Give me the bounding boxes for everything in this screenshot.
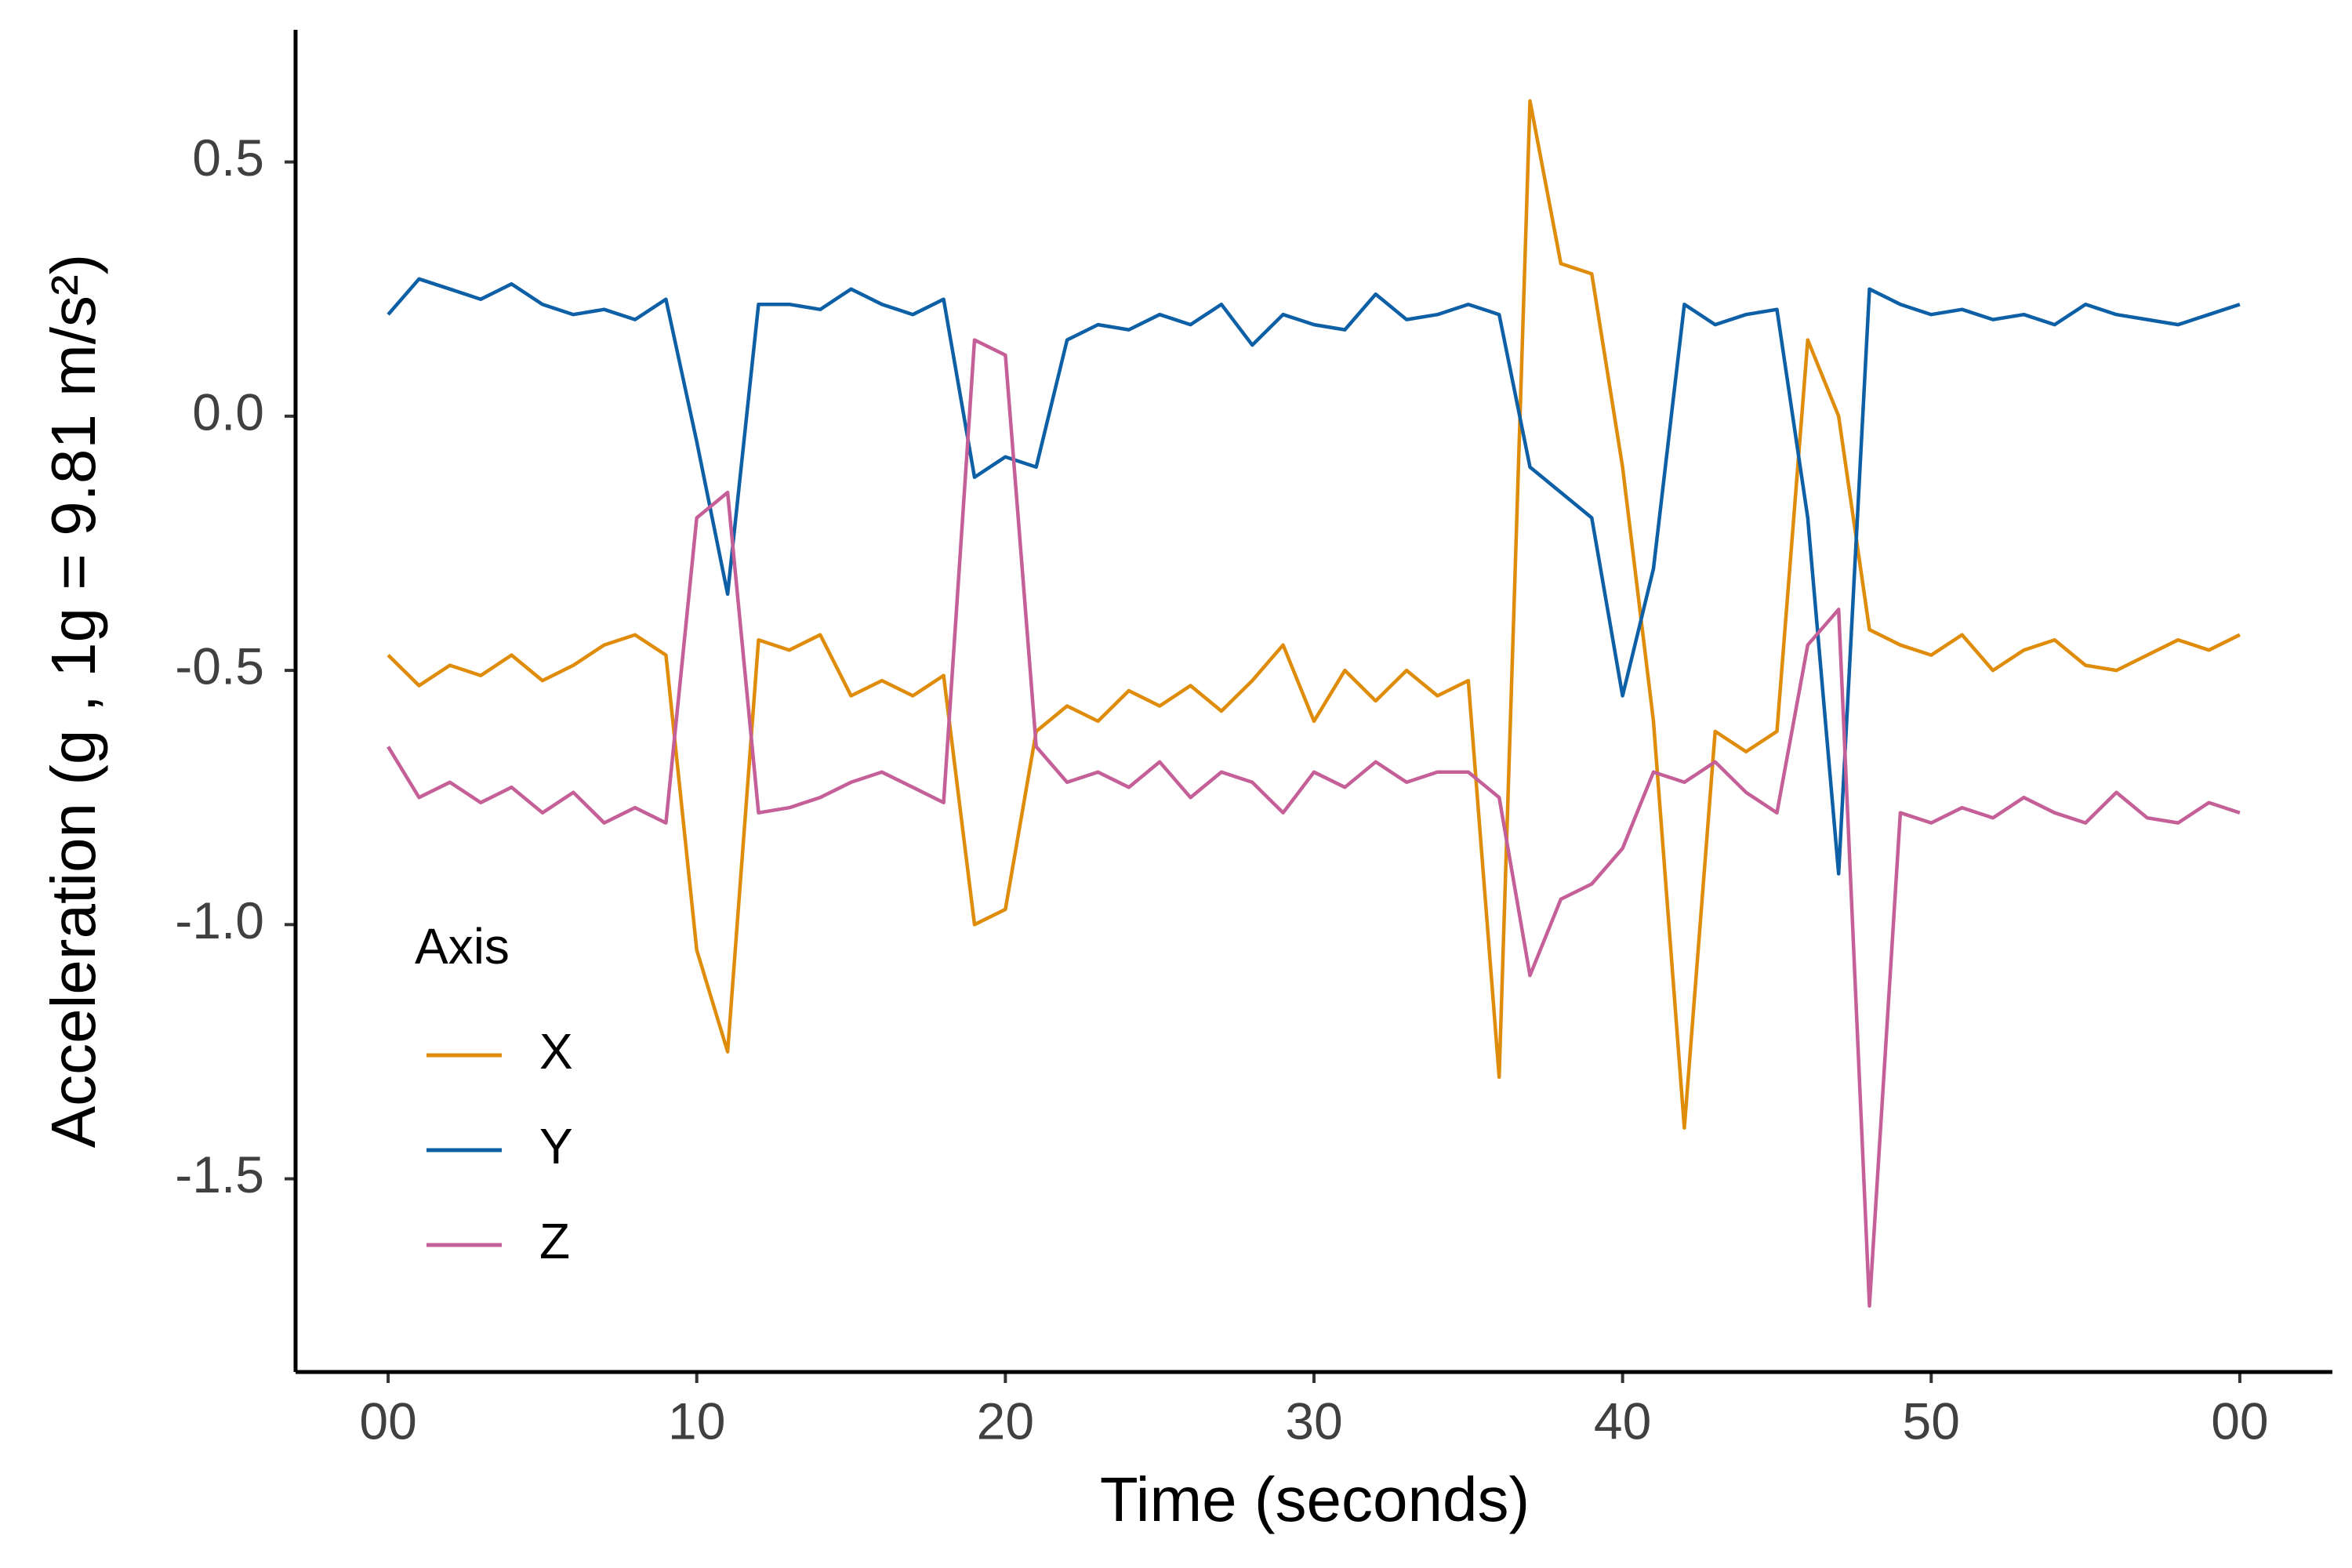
legend-label: Y <box>539 1118 573 1174</box>
series-line <box>387 277 2241 876</box>
y-tick-label: 0.0 <box>192 383 264 441</box>
series-line <box>387 99 2241 1130</box>
x-tick-label: 30 <box>1285 1392 1342 1450</box>
legend-label: Z <box>539 1213 570 1269</box>
legend-title: Axis <box>415 918 510 975</box>
x-axis-title: Time (seconds) <box>1100 1465 1530 1534</box>
x-tick-label: 00 <box>359 1392 416 1450</box>
x-tick-label: 50 <box>1903 1392 1960 1450</box>
y-tick-label: -1.0 <box>175 891 264 949</box>
x-tick-label: 00 <box>2211 1392 2268 1450</box>
x-tick-label: 10 <box>668 1392 725 1450</box>
series-line <box>387 338 2241 1308</box>
y-axis-title: Acceleration (g , 1g = 9.81 m/s²) <box>38 254 108 1149</box>
legend-label: X <box>539 1023 573 1080</box>
y-tick-label: 0.5 <box>192 129 264 187</box>
y-tick-label: -1.5 <box>175 1145 264 1203</box>
x-tick-label: 20 <box>977 1392 1034 1450</box>
y-tick-label: -0.5 <box>175 637 264 695</box>
x-tick-label: 40 <box>1594 1392 1651 1450</box>
